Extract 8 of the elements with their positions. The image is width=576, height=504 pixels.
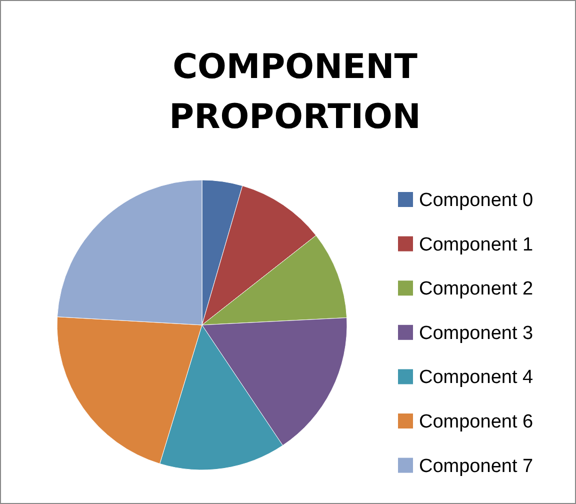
- legend-label: Component 0: [419, 190, 534, 211]
- legend-label: Component 3: [419, 322, 534, 344]
- legend-label: Component 6: [419, 412, 534, 432]
- legend-label: Component 7: [419, 456, 534, 477]
- legend-label: Component 1: [419, 234, 534, 256]
- legend-label: Component 2: [419, 278, 534, 300]
- chart-title: COMPONENT PROPORTION: [169, 47, 421, 137]
- legend-label: Component 4: [419, 367, 534, 388]
